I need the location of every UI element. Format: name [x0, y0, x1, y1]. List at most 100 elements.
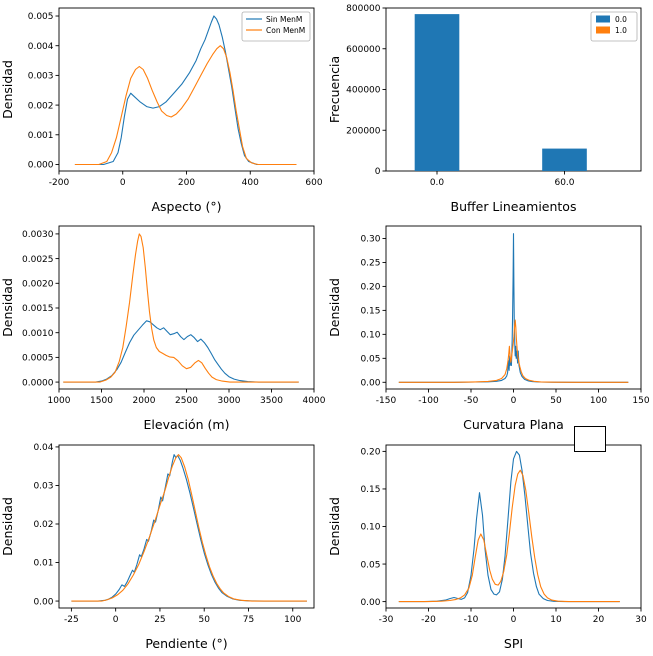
x-tick-label: 25 — [154, 615, 165, 625]
x-tick-label: -150 — [376, 396, 397, 406]
x-tick-label: 50 — [198, 615, 210, 625]
y-tick-label: 0.04 — [33, 443, 53, 453]
series-line-sin-menm — [74, 15, 297, 166]
x-tick-label: 100 — [284, 615, 301, 625]
y-tick-label: 0.005 — [28, 12, 54, 22]
y-axis-label: Densidad — [0, 60, 15, 119]
subplot-elevacion: 0.0000 0.0005 0.0010 0.0015 0.0020 0.0025 0.00… — [0, 218, 327, 437]
plot-frame — [58, 444, 315, 609]
y-tick-label: 0.0020 — [22, 279, 54, 289]
series-line-sin-menm — [398, 233, 629, 383]
legend-label: 0.0 — [615, 15, 627, 24]
chart-buffer-bar: 0 200000 400000 600000 800000 0.0 60.0 Buffer L… — [327, 4, 642, 214]
x-tick-label: -25 — [64, 615, 79, 625]
y-tick-label: 0 — [375, 167, 381, 177]
y-tick-label: 0.000 — [28, 161, 54, 171]
y-axis-label: Densidad — [0, 497, 15, 556]
y-tick-label: 0.10 — [360, 523, 380, 533]
x-tick-label: 600 — [305, 178, 322, 188]
bar-60.0 — [542, 148, 587, 171]
x-tick-label: -100 — [418, 396, 439, 406]
x-tick-label: 4000 — [303, 396, 326, 406]
x-tick-label: 3000 — [218, 396, 241, 406]
x-tick-label: 30 — [635, 615, 647, 625]
y-tick-label: 200000 — [346, 126, 381, 136]
legend-swatch — [596, 15, 610, 23]
chart-spi-density: 0.00 0.05 0.10 0.15 0.20 -30 -20 -10 0 10 20 30 SPI D… — [327, 444, 647, 651]
legend-swatch — [596, 26, 610, 34]
y-tick-label: 0.05 — [360, 560, 380, 570]
x-tick-label: -200 — [49, 178, 70, 188]
x-tick-label: -10 — [464, 615, 479, 625]
x-tick-label: 0.0 — [430, 178, 445, 188]
y-tick-label: 0.00 — [360, 598, 380, 608]
series-line-con-menm — [398, 469, 620, 603]
series-line-sin-menm — [398, 450, 620, 603]
empty-overlay-box — [574, 426, 606, 452]
x-tick-label: 2000 — [133, 396, 156, 406]
y-tick-label: 0.02 — [33, 520, 53, 530]
chart-pendiente-density: 0.00 0.01 0.02 0.03 0.04 -25 0 25 50 75 100 Pendien… — [0, 443, 315, 651]
x-tick-label: 200 — [178, 178, 195, 188]
y-tick-label: 0.03 — [33, 482, 53, 492]
series-line-con-menm — [63, 233, 299, 383]
x-tick-label: 20 — [593, 615, 605, 625]
y-tick-label: 0.30 — [360, 235, 380, 245]
legend-label: 1.0 — [615, 26, 627, 35]
subplot-curvatura-plana: 0.00 0.05 0.10 0.15 0.20 0.25 0.30 -150 -100 -50 0… — [327, 218, 653, 437]
x-tick-label: 0 — [120, 178, 126, 188]
subplot-aspecto: 0.000 0.001 0.002 0.003 0.004 0.005 -200 0 200 40… — [0, 0, 327, 218]
y-tick-label: 0.002 — [28, 101, 54, 111]
y-tick-label: 0.15 — [360, 485, 380, 495]
chart-elevacion-density: 0.0000 0.0005 0.0010 0.0015 0.0020 0.0025 0.00… — [0, 225, 326, 432]
plot-frame — [58, 225, 315, 390]
x-axis-label: Pendiente (°) — [145, 636, 227, 651]
subplot-pendiente: 0.00 0.01 0.02 0.03 0.04 -25 0 25 50 75 100 Pendien… — [0, 437, 327, 656]
legend-label: Con MenM — [266, 26, 305, 35]
x-tick-label: 2500 — [175, 396, 198, 406]
series-line-con-menm — [74, 45, 297, 166]
x-tick-label: 400 — [242, 178, 259, 188]
y-tick-label: 0.20 — [360, 283, 380, 293]
legend-label: Sin MenM — [266, 15, 302, 24]
x-axis-label: SPI — [504, 636, 523, 651]
y-tick-label: 0.05 — [360, 355, 380, 365]
y-tick-label: 0.0005 — [22, 354, 54, 364]
y-tick-label: 0.003 — [28, 72, 54, 82]
y-tick-label: 0.004 — [28, 42, 54, 52]
series-line-con-menm — [71, 454, 307, 602]
y-tick-label: 0.25 — [360, 259, 380, 269]
x-tick-label: 60.0 — [554, 178, 574, 188]
plot-frame — [385, 444, 642, 609]
y-tick-label: 0.0000 — [22, 378, 54, 388]
y-tick-label: 0.10 — [360, 331, 380, 341]
x-tick-label: 100 — [590, 396, 607, 406]
y-tick-label: 0.0030 — [22, 230, 54, 240]
y-tick-label: 0.01 — [33, 559, 53, 569]
y-axis-label: Densidad — [327, 497, 342, 556]
x-axis-label: Curvatura Plana — [463, 417, 564, 432]
y-tick-label: 800000 — [346, 4, 381, 14]
y-axis-label: Densidad — [327, 278, 342, 337]
x-tick-label: 50 — [550, 396, 562, 406]
bar-0.0 — [414, 14, 460, 171]
y-tick-label: 0.0025 — [22, 255, 54, 265]
x-tick-label: 0 — [113, 615, 119, 625]
y-tick-label: 0.00 — [360, 378, 380, 388]
x-axis-label: Aspecto (°) — [151, 199, 221, 214]
x-tick-label: 150 — [632, 396, 649, 406]
x-tick-label: -20 — [421, 615, 436, 625]
series-line-con-menm — [398, 319, 629, 383]
y-tick-label: 0.0015 — [22, 304, 54, 314]
y-axis-label: Frecuencia — [327, 56, 342, 123]
y-tick-label: 0.15 — [360, 307, 380, 317]
x-tick-label: -30 — [379, 615, 394, 625]
y-tick-label: 600000 — [346, 45, 381, 55]
y-tick-label: 0.0010 — [22, 329, 54, 339]
y-tick-label: 0.00 — [33, 597, 53, 607]
y-tick-label: 400000 — [346, 86, 381, 96]
x-axis-label: Elevación (m) — [144, 417, 230, 432]
subplot-spi: 0.00 0.05 0.10 0.15 0.20 -30 -20 -10 0 10 20 30 SPI D… — [327, 437, 653, 656]
